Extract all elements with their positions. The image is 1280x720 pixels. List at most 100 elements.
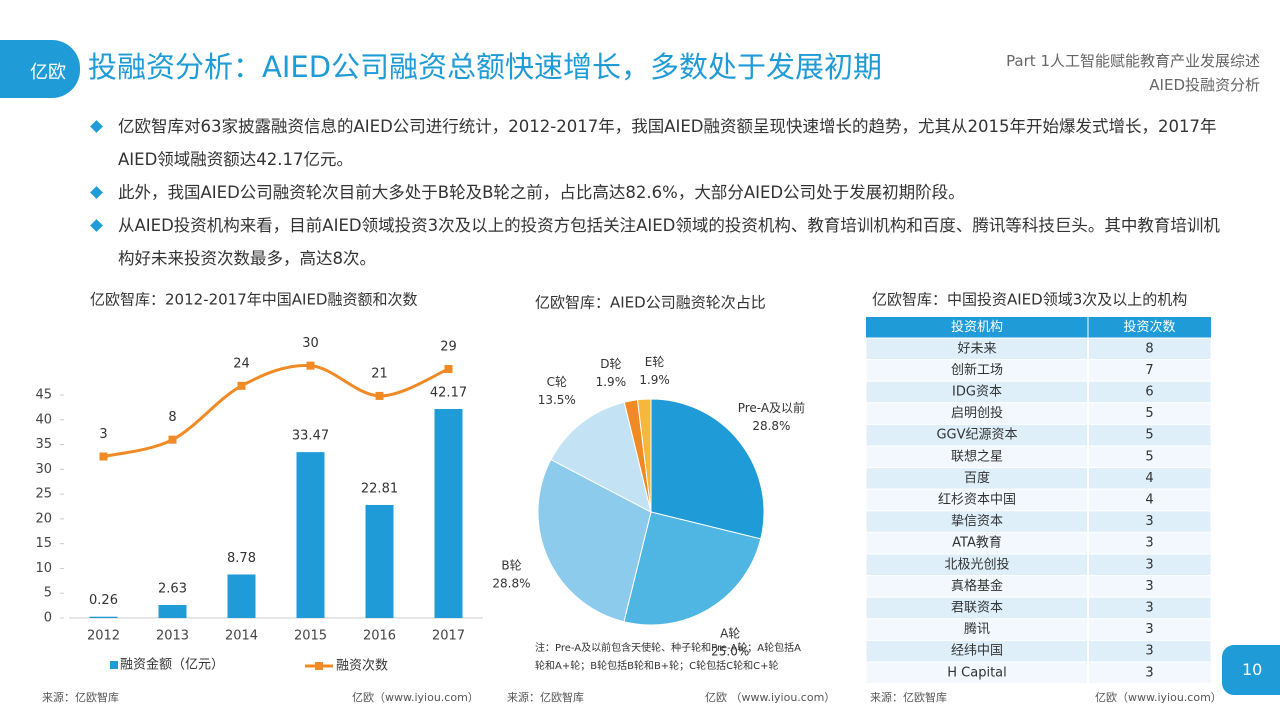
line-label: 3	[99, 427, 107, 442]
page-number: 10	[1242, 660, 1263, 679]
site: 亿欧（www.iyiou.com）	[1095, 691, 1222, 704]
title: 投融资分析：AIED公司融资总额快速增长，多数处于发展初期	[88, 50, 883, 84]
table-cell: 7	[1145, 363, 1153, 378]
table-cell: 百度	[964, 470, 990, 486]
line-label: 8	[168, 410, 176, 425]
table-row	[865, 445, 1212, 469]
line-marker	[375, 391, 384, 400]
y-tick-label: 10	[35, 561, 52, 576]
table-row	[865, 531, 1212, 555]
x-tick-label: 2013	[156, 629, 189, 644]
y-tick-label: 5	[44, 586, 52, 601]
pie-category: D轮	[600, 357, 621, 371]
table-row	[865, 488, 1212, 512]
chart-title: 亿欧智库：AIED公司融资轮次占比	[535, 294, 766, 312]
x-tick-label: 2012	[87, 629, 120, 644]
x-tick-label: 2015	[294, 629, 327, 644]
source: 来源：亿欧智库	[42, 690, 119, 704]
table-cell: 启明创投	[951, 405, 1003, 421]
line-label: 24	[233, 356, 250, 371]
table-cell: 腾讯	[964, 621, 990, 637]
pie-slice	[650, 398, 765, 540]
table-cell: 4	[1145, 493, 1153, 508]
chart-title: 亿欧智库：2012-2017年中国AIED融资额和次数	[90, 291, 417, 309]
source: 来源：亿欧智库	[507, 690, 584, 704]
legend-label: 融资次数	[336, 658, 388, 674]
line	[103, 363, 450, 458]
table-cell: 经纬中国	[951, 644, 1003, 659]
bar-label: 2.63	[158, 581, 187, 596]
x-tick-label: 2014	[225, 629, 258, 644]
table-row	[865, 618, 1212, 641]
bar	[434, 409, 463, 618]
note: 注：Pre-A及以前包含天使轮、种子轮和Pre-A轮；A轮包括A轮和A+轮；B轮…	[535, 643, 801, 672]
table-row	[865, 402, 1212, 425]
line-marker	[237, 381, 246, 390]
pie-value-label: 28.8%	[752, 419, 790, 433]
line-marker	[99, 452, 108, 461]
bullet: 此外，我国AIED公司融资轮次目前大多处于B轮及B轮之前，占比高达82.6%，大…	[118, 183, 965, 202]
table-row	[865, 467, 1212, 490]
bullet: 亿欧智库对63家披露融资信息的AIED公司进行统计，2012-2017年，我国A…	[118, 117, 1217, 169]
table-cell: 创新工场	[951, 362, 1003, 378]
bullet: 从AIED投资机构来看，目前AIED领域投资3次及以上的投资方包括关注AIED领…	[118, 216, 1220, 268]
page-badge	[1222, 645, 1280, 695]
source: 来源：亿欧智库	[870, 690, 947, 704]
bar	[296, 452, 325, 618]
pie-slice	[636, 398, 652, 513]
table-cell: 北极光创投	[944, 556, 1009, 572]
legend-label: 融资金额（亿元）	[120, 657, 224, 673]
pie-category: B轮	[501, 558, 521, 572]
table-row	[865, 380, 1212, 404]
bar-label: 8.78	[227, 551, 256, 566]
table-cell: H Capital	[947, 665, 1007, 680]
y-tick-label: 45	[35, 388, 52, 403]
bar-label: 42.17	[430, 386, 467, 401]
table-cell: IDG资本	[952, 385, 1002, 400]
pie-category: Pre-A及以前	[738, 400, 805, 415]
section: AIED投融资分析	[1149, 76, 1260, 94]
bar-label: 22.81	[361, 481, 398, 496]
line-label: 21	[371, 366, 388, 381]
bar	[365, 504, 394, 618]
line-label: 29	[440, 340, 457, 355]
table-cell: 真格基金	[951, 578, 1003, 594]
table-cell: GGV纪源资本	[936, 428, 1017, 443]
table-cell: 3	[1145, 622, 1153, 637]
table-cell: 3	[1145, 579, 1153, 594]
x-tick-label: 2016	[363, 629, 396, 644]
line-marker	[168, 435, 177, 444]
table-row	[865, 553, 1212, 577]
table-row	[865, 639, 1212, 663]
line-marker	[306, 361, 315, 370]
y-tick-label: 20	[35, 511, 52, 526]
site: 亿欧（www.iyiou.com）	[352, 691, 479, 704]
table-cell: 5	[1145, 406, 1153, 421]
table-cell: ATA教育	[952, 535, 1002, 551]
pie-category: E轮	[645, 355, 665, 369]
table-row	[865, 359, 1212, 382]
bar	[227, 574, 256, 618]
pie-value-label: 1.9%	[639, 373, 670, 387]
table-cell: 红杉资本中国	[938, 492, 1016, 508]
table-cell: 3	[1145, 536, 1153, 551]
table-row	[865, 661, 1212, 685]
column-header: 投资次数	[1123, 319, 1175, 335]
table-cell: 3	[1145, 644, 1153, 659]
pie-value-label: 1.9%	[596, 375, 627, 389]
bar-label: 0.26	[89, 593, 118, 608]
table-cell: 3	[1145, 514, 1153, 529]
pie-category: C轮	[547, 375, 567, 389]
bar-label: 33.47	[292, 429, 329, 444]
table-cell: 3	[1145, 601, 1153, 616]
y-tick-label: 15	[35, 536, 52, 551]
table-header	[866, 317, 1211, 338]
table-cell: 4	[1145, 471, 1153, 486]
table-row	[865, 337, 1212, 361]
table-row	[865, 575, 1212, 598]
pie-value-label: 13.5%	[538, 393, 576, 407]
table-cell: 3	[1145, 665, 1153, 680]
table-cell: 好未来	[957, 341, 996, 356]
bar	[89, 616, 118, 618]
